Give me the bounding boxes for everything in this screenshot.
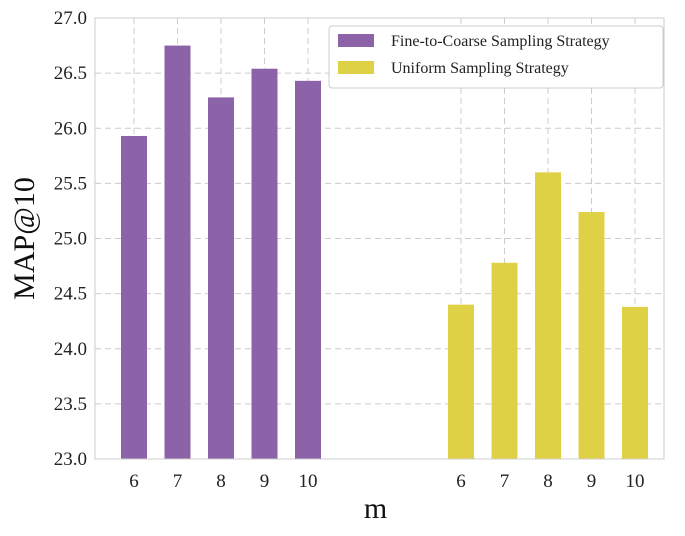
- y-tick-label: 27.0: [54, 8, 87, 29]
- bar: [535, 172, 561, 459]
- legend-box: [328, 25, 664, 89]
- bars: [121, 45, 648, 459]
- y-tick-label: 23.5: [54, 394, 87, 415]
- y-tick-label: 26.5: [54, 63, 87, 84]
- bar: [295, 80, 321, 459]
- y-tick-label: 24.5: [54, 284, 87, 305]
- y-tick-label: 24.0: [54, 339, 87, 360]
- x-tick-label: 9: [260, 471, 270, 492]
- x-tick-label: 8: [216, 471, 226, 492]
- x-tick-label: 7: [173, 471, 183, 492]
- bar: [251, 68, 278, 459]
- bar: [121, 135, 147, 459]
- y-tick-labels: 23.0 23.5 24.0 24.5 25.0 25.5 26.0 26.5 27.0: [54, 8, 87, 470]
- legend-swatch: [338, 61, 374, 74]
- y-axis-label: MAP@10: [8, 177, 41, 300]
- x-tick-label: 8: [543, 471, 553, 492]
- legend: Fine-to-Coarse Sampling Strategy Uniform …: [328, 25, 664, 89]
- bar: [491, 262, 518, 459]
- bar: [164, 45, 191, 459]
- y-tick-label: 25.5: [54, 173, 87, 194]
- legend-entry-label: Fine-to-Coarse Sampling Strategy: [391, 33, 610, 50]
- x-axis-label: m: [364, 492, 387, 525]
- x-tick-label: 7: [500, 471, 510, 492]
- x-tick-label: 9: [587, 471, 597, 492]
- bar: [622, 306, 648, 459]
- bar: [208, 97, 234, 459]
- plot-frame: [94, 17, 665, 460]
- y-tick-label: 26.0: [54, 118, 87, 139]
- x-tick-label: 10: [299, 471, 318, 492]
- x-tick-label: 6: [456, 471, 466, 492]
- legend-swatch: [338, 34, 374, 47]
- legend-entry-label: Uniform Sampling Strategy: [391, 60, 569, 77]
- y-tick-label: 23.0: [54, 449, 87, 470]
- x-tick-label: 10: [626, 471, 645, 492]
- bar: [578, 212, 605, 459]
- x-tick-label: 6: [129, 471, 139, 492]
- x-tick-labels: 6 7 8 9 10 6 7 8 9 10: [129, 471, 644, 492]
- bar: [448, 304, 474, 459]
- y-tick-label: 25.0: [54, 229, 87, 250]
